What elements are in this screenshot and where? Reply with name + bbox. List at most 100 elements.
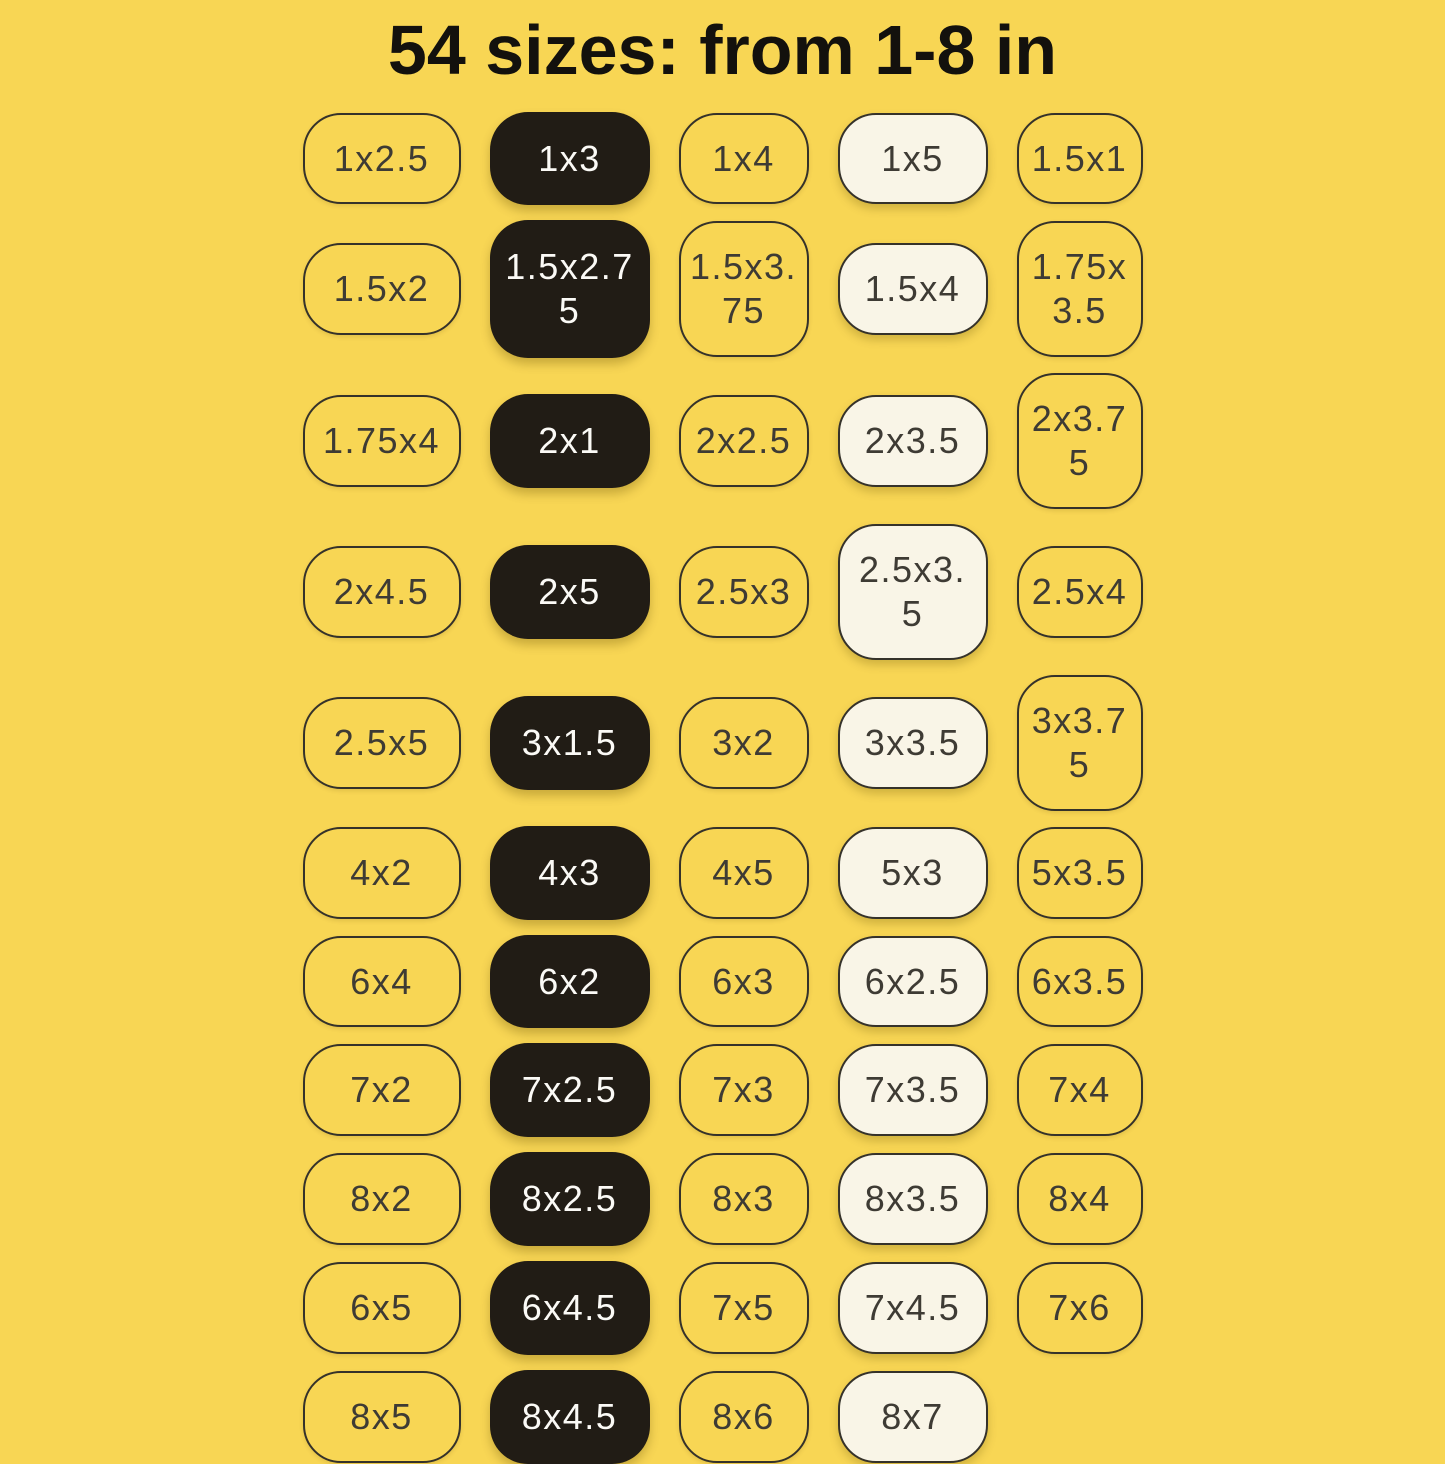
size-cell: 8x3 [679,1153,809,1245]
size-pill: 8x3 [679,1153,809,1245]
size-label: 6x4 [350,960,413,1004]
size-label: 2.5x4 [1032,570,1128,614]
size-pill: 2x5 [490,545,650,639]
sizes-grid: 1x2.5 1x3 1x4 1x5 1.5x1 1.5x2 1.5x2.75 1… [0,112,1445,1464]
size-pill: 7x2 [303,1044,461,1136]
size-label: 8x3 [712,1177,775,1221]
size-cell: 8x5 [303,1371,461,1463]
size-pill: 5x3 [838,827,988,919]
size-cell: 7x4.5 [838,1262,988,1354]
size-row: 6x5 6x4.5 7x5 7x4.5 7x6 [303,1261,1143,1355]
size-pill: 7x3 [679,1044,809,1136]
size-label: 8x7 [881,1395,944,1439]
size-row: 2x4.5 2x5 2.5x3 2.5x3.5 2.5x4 [303,524,1143,660]
size-row: 1.75x4 2x1 2x2.5 2x3.5 2x3.75 [303,373,1143,509]
size-label: 1x2.5 [334,137,430,181]
size-label: 6x3 [712,960,775,1004]
size-row: 6x4 6x2 6x3 6x2.5 6x3.5 [303,935,1143,1029]
size-pill: 8x6 [679,1371,809,1463]
size-label: 7x3 [712,1068,775,1112]
size-label: 8x5 [350,1395,413,1439]
size-cell: 3x3.75 [1017,675,1143,811]
size-pill: 3x3.75 [1017,675,1143,811]
size-pill: 8x4.5 [490,1370,650,1464]
size-pill: 4x5 [679,827,809,919]
size-pill: 6x4.5 [490,1261,650,1355]
size-pill: 1x3 [490,112,650,206]
size-label: 1.5x2.75 [501,245,639,333]
size-cell: 2x1 [490,394,650,488]
size-label: 7x4 [1048,1068,1111,1112]
size-label: 1x3 [538,137,601,181]
size-pill: 6x3.5 [1017,936,1143,1028]
size-cell: 3x1.5 [490,696,650,790]
size-cell: 1x5 [838,113,988,205]
size-label: 2.5x3.5 [849,548,977,636]
size-pill: 7x3.5 [838,1044,988,1136]
size-pill: 8x5 [303,1371,461,1463]
size-label: 2x3.75 [1028,397,1132,485]
size-label: 1.5x1 [1032,137,1128,181]
size-pill: 3x3.5 [838,697,988,789]
size-label: 3x3.5 [865,721,961,765]
size-cell: 6x2 [490,935,650,1029]
size-row: 8x5 8x4.5 8x6 8x7 [303,1370,1143,1464]
size-pill: 1.5x2 [303,243,461,335]
size-label: 4x5 [712,851,775,895]
size-label: 3x1.5 [522,721,618,765]
size-pill: 4x3 [490,826,650,920]
size-pill: 2.5x3 [679,546,809,638]
size-cell: 5x3 [838,827,988,919]
size-pill: 1x4 [679,113,809,205]
size-cell: 7x2.5 [490,1043,650,1137]
size-pill: 2x3.5 [838,395,988,487]
size-pill: 2x3.75 [1017,373,1143,509]
size-label: 8x4.5 [522,1395,618,1439]
size-pill: 7x4 [1017,1044,1143,1136]
size-cell: 8x3.5 [838,1153,988,1245]
size-pill: 1.5x4 [838,243,988,335]
size-label: 2x2.5 [696,419,792,463]
size-cell: 8x2.5 [490,1152,650,1246]
size-label: 2x3.5 [865,419,961,463]
size-pill: 2.5x4 [1017,546,1143,638]
size-label: 6x3.5 [1032,960,1128,1004]
size-label: 1.5x3.75 [690,245,798,333]
size-pill: 3x1.5 [490,696,650,790]
size-cell: 1x3 [490,112,650,206]
size-pill: 7x6 [1017,1262,1143,1354]
size-label: 8x6 [712,1395,775,1439]
size-pill: 8x7 [838,1371,988,1463]
size-label: 2.5x5 [334,721,430,765]
size-cell: 2.5x5 [303,697,461,789]
size-cell: 7x6 [1017,1262,1143,1354]
size-cell: 8x4 [1017,1153,1143,1245]
size-cell: 7x2 [303,1044,461,1136]
size-cell: 5x3.5 [1017,827,1143,919]
size-cell: 1.5x2 [303,243,461,335]
size-cell: 2.5x4 [1017,546,1143,638]
size-label: 7x2 [350,1068,413,1112]
size-label: 7x6 [1048,1286,1111,1330]
size-label: 8x3.5 [865,1177,961,1221]
size-label: 7x3.5 [865,1068,961,1112]
size-label: 8x2 [350,1177,413,1221]
size-pill: 7x4.5 [838,1262,988,1354]
size-cell: 2.5x3.5 [838,524,988,660]
size-pill: 6x2 [490,935,650,1029]
size-label: 7x2.5 [522,1068,618,1112]
size-cell: 7x4 [1017,1044,1143,1136]
size-label: 2x4.5 [334,570,430,614]
size-pill: 6x5 [303,1262,461,1354]
size-cell: 3x2 [679,697,809,789]
size-label: 7x4.5 [865,1286,961,1330]
size-cell: 7x3 [679,1044,809,1136]
size-cell: 1.75x4 [303,395,461,487]
size-label: 1.5x2 [334,267,430,311]
size-cell: 1.5x1 [1017,113,1143,205]
size-cell: 7x5 [679,1262,809,1354]
size-cell: 6x4 [303,936,461,1028]
size-pill: 8x3.5 [838,1153,988,1245]
size-label: 3x2 [712,721,775,765]
size-cell: 6x2.5 [838,936,988,1028]
